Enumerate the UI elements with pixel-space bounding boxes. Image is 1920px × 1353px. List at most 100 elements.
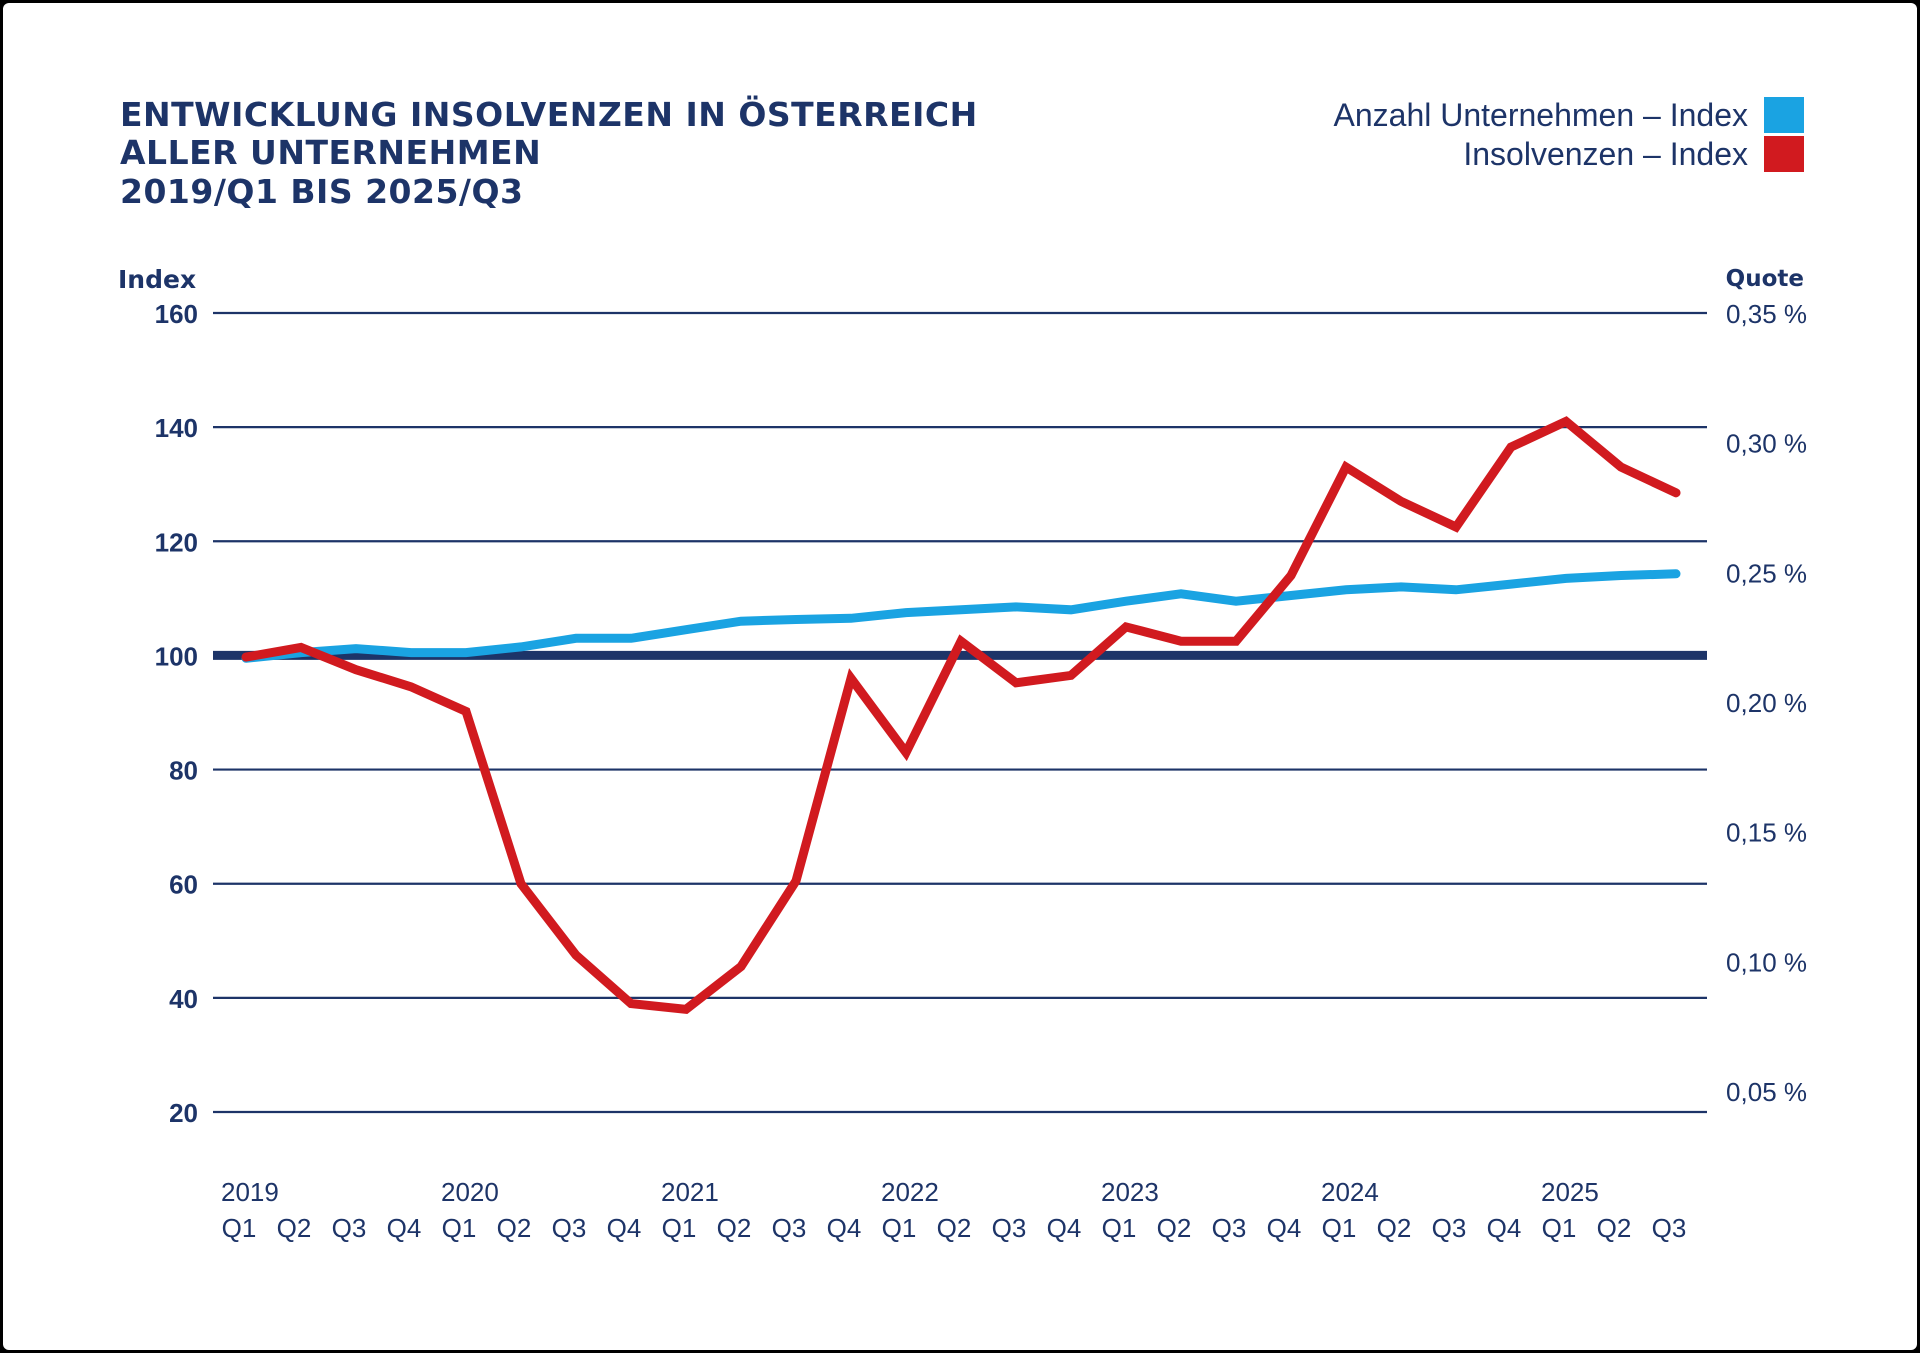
series-1-point-0 <box>244 655 248 660</box>
y-right-tick-label-5: 0,30 % <box>1726 429 1807 459</box>
x-year-label-2021: 2021 <box>661 1177 719 1207</box>
series-1-point-21 <box>1399 499 1403 504</box>
x-year-label-2019: 2019 <box>221 1177 279 1207</box>
chart-title-line-1: ENTWICKLUNG INSOLVENZEN IN ÖSTERREICH <box>120 95 978 134</box>
series-0-point-24 <box>1564 576 1568 581</box>
x-quarter-label-1: Q2 <box>277 1213 312 1243</box>
series-0-point-8 <box>684 627 688 632</box>
x-quarter-label-18: Q3 <box>1212 1213 1247 1243</box>
series-0-point-11 <box>849 616 853 621</box>
chart-subtitle: 2019/Q1 BIS 2025/Q3 <box>120 172 524 211</box>
series-1-point-12 <box>904 750 908 755</box>
x-quarter-label-5: Q2 <box>497 1213 532 1243</box>
legend-label: Anzahl Unternehmen – Index <box>1333 96 1748 133</box>
series-0-point-2 <box>354 646 358 651</box>
y-axis-title-left: Index <box>118 265 197 294</box>
y-tick-label-140: 140 <box>155 413 198 443</box>
x-year-label-2022: 2022 <box>881 1177 939 1207</box>
series-1-point-9 <box>739 964 743 969</box>
series-1-point-20 <box>1344 465 1348 470</box>
series-1-point-1 <box>299 645 303 650</box>
y-right-tick-label-6: 0,35 % <box>1726 299 1807 329</box>
x-quarter-label-13: Q2 <box>937 1213 972 1243</box>
x-quarter-label-12: Q1 <box>882 1213 917 1243</box>
series-0-point-26 <box>1674 571 1678 576</box>
legend-label: Insolvenzen – Index <box>1463 135 1748 172</box>
series-1-point-10 <box>794 878 798 883</box>
x-quarter-label-7: Q4 <box>607 1213 642 1243</box>
series-0-point-15 <box>1069 607 1073 612</box>
y-tick-label-100: 100 <box>155 641 198 671</box>
x-quarter-label-25: Q2 <box>1597 1213 1632 1243</box>
y-right-tick-label-1: 0,10 % <box>1726 947 1807 977</box>
series-1-point-14 <box>1014 680 1018 685</box>
x-quarter-label-26: Q3 <box>1652 1213 1687 1243</box>
series-0-point-14 <box>1014 604 1018 609</box>
series-1-point-17 <box>1179 639 1183 644</box>
series-1-point-8 <box>684 1007 688 1012</box>
x-quarter-label-16: Q1 <box>1102 1213 1137 1243</box>
y-right-tick-label-4: 0,25 % <box>1726 558 1807 588</box>
series-1-point-25 <box>1619 465 1623 470</box>
series-0-point-12 <box>904 610 908 615</box>
x-quarter-label-2: Q3 <box>332 1213 367 1243</box>
x-quarter-label-6: Q3 <box>552 1213 587 1243</box>
y-tick-label-120: 120 <box>155 527 198 557</box>
series-0-point-17 <box>1179 591 1183 596</box>
y-tick-label-80: 80 <box>169 756 198 786</box>
series-0-point-13 <box>959 607 963 612</box>
x-quarter-label-15: Q4 <box>1047 1213 1082 1243</box>
series-0-point-23 <box>1509 582 1513 587</box>
legend-swatch-red <box>1764 136 1804 172</box>
chart-panel: ENTWICKLUNG INSOLVENZEN IN ÖSTERREICH AL… <box>3 3 1917 1350</box>
x-quarter-label-23: Q4 <box>1487 1213 1522 1243</box>
series-1-point-5 <box>519 881 523 886</box>
series-1-point-2 <box>354 667 358 672</box>
y-tick-label-40: 40 <box>169 984 198 1014</box>
series-0-point-22 <box>1454 587 1458 592</box>
x-year-label-2020: 2020 <box>441 1177 499 1207</box>
series-0-point-4 <box>464 650 468 655</box>
x-quarter-label-20: Q1 <box>1322 1213 1357 1243</box>
x-quarter-label-17: Q2 <box>1157 1213 1192 1243</box>
series-0-point-18 <box>1234 599 1238 604</box>
series-1-point-23 <box>1509 445 1513 450</box>
series-0-point-5 <box>519 644 523 649</box>
x-quarter-label-14: Q3 <box>992 1213 1027 1243</box>
series-0-point-7 <box>629 636 633 641</box>
series-1-point-11 <box>849 676 853 681</box>
y-right-tick-label-2: 0,15 % <box>1726 818 1807 848</box>
x-year-label-2025: 2025 <box>1541 1177 1599 1207</box>
y-axis-title-right: Quote <box>1725 266 1804 292</box>
series-1-point-22 <box>1454 525 1458 529</box>
series-1-point-19 <box>1289 573 1293 578</box>
x-quarter-label-10: Q3 <box>772 1213 807 1243</box>
series-0-point-20 <box>1344 587 1348 592</box>
series-0-point-16 <box>1124 599 1128 604</box>
x-quarter-label-4: Q1 <box>442 1213 477 1243</box>
x-quarter-label-24: Q1 <box>1542 1213 1577 1243</box>
x-quarter-label-19: Q4 <box>1267 1213 1302 1243</box>
x-quarter-label-11: Q4 <box>827 1213 862 1243</box>
x-quarter-label-8: Q1 <box>662 1213 697 1243</box>
series-1-point-4 <box>464 709 468 714</box>
y-tick-label-20: 20 <box>169 1098 198 1128</box>
y-right-tick-label-3: 0,20 % <box>1726 688 1807 718</box>
series-0-point-6 <box>574 636 578 641</box>
legend-item-insolvenzen: Insolvenzen – Index <box>1463 136 1804 172</box>
series-1-point-15 <box>1069 673 1073 678</box>
x-quarter-label-0: Q1 <box>222 1213 257 1243</box>
series-0-point-25 <box>1619 573 1623 578</box>
series-0-point-19 <box>1289 593 1293 598</box>
chart-title-line-2: ALLER UNTERNEHMEN <box>120 133 542 172</box>
series-0-point-21 <box>1399 584 1403 589</box>
series-1-point-6 <box>574 953 578 958</box>
y-tick-label-60: 60 <box>169 870 198 900</box>
series-line-1 <box>241 416 1681 1014</box>
line-chart: 20 40 60 80 100 120 140 160 0,05 % 0,10 % 0,15 % 0,… <box>155 299 1807 1243</box>
series-0-point-9 <box>739 619 743 624</box>
series-0-point-10 <box>794 617 798 622</box>
series-1-point-13 <box>959 639 963 644</box>
x-quarter-label-3: Q4 <box>387 1213 422 1243</box>
legend-item-anzahl-unternehmen: Anzahl Unternehmen – Index <box>1334 97 1804 133</box>
